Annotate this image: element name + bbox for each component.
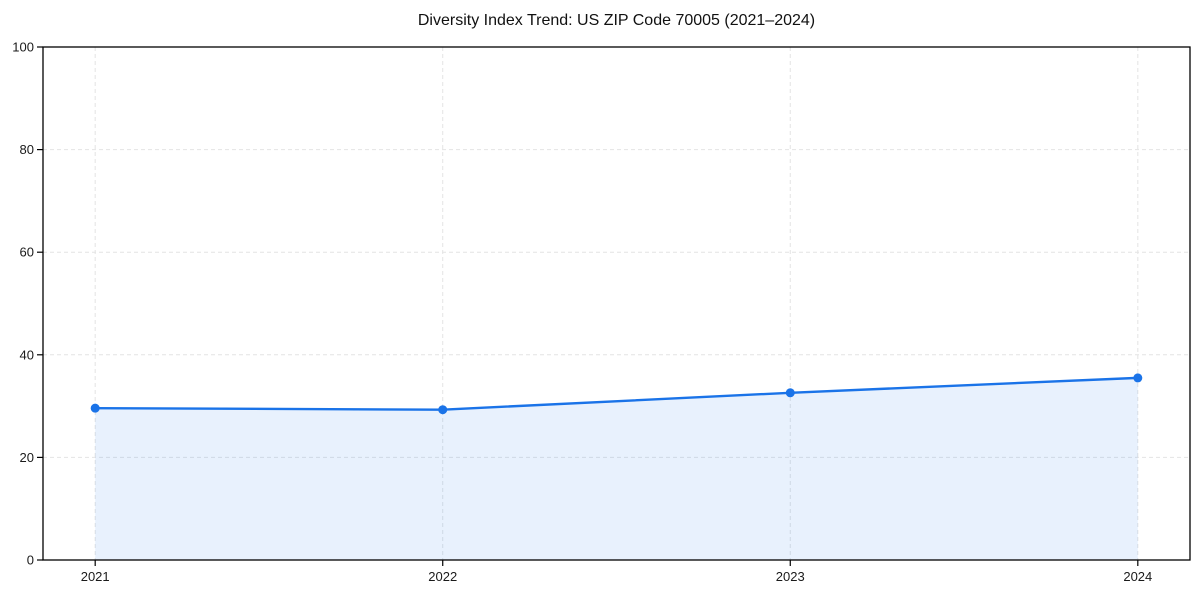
- y-tick-label: 100: [12, 40, 34, 55]
- x-tick-label: 2021: [81, 569, 110, 584]
- grid: [43, 47, 1190, 560]
- area-fill: [95, 377, 1138, 560]
- data-point-2024: [1133, 373, 1143, 383]
- axis-ticks: 0 20 40 60 80 100 2021 2022 2023 2024: [12, 40, 1152, 585]
- y-tick-label: 60: [20, 245, 34, 260]
- x-tick-label: 2023: [776, 569, 805, 584]
- y-tick-label: 40: [20, 347, 34, 362]
- axes-spines: [42, 46, 1191, 561]
- data-point-2021: [90, 403, 100, 413]
- y-tick-label: 80: [20, 142, 34, 157]
- chart-title: Diversity Index Trend: US ZIP Code 70005…: [417, 12, 816, 29]
- y-tick-label: 20: [20, 450, 34, 465]
- data-point-2023: [785, 388, 795, 398]
- trend-line: [93, 376, 1140, 411]
- y-tick-label: 0: [27, 553, 34, 568]
- x-tick-label: 2022: [428, 569, 457, 584]
- data-point-2022: [438, 405, 448, 415]
- x-tick-label: 2024: [1123, 569, 1152, 584]
